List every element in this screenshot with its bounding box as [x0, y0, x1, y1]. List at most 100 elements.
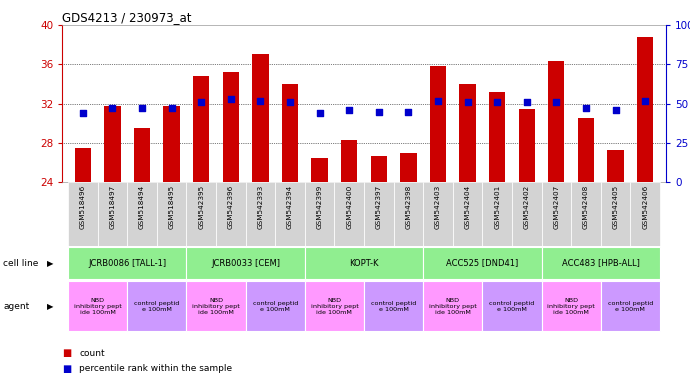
Bar [393, 182, 423, 246]
Bar [607, 150, 624, 182]
Text: GSM542403: GSM542403 [435, 184, 441, 228]
Text: control peptid
e 100mM: control peptid e 100mM [371, 301, 416, 312]
Bar [637, 37, 653, 182]
Point [344, 107, 355, 113]
Bar [68, 182, 97, 246]
Text: JCRB0086 [TALL-1]: JCRB0086 [TALL-1] [88, 258, 166, 268]
Text: GSM518496: GSM518496 [80, 184, 86, 228]
Text: GSM542402: GSM542402 [524, 184, 530, 228]
Text: GSM542405: GSM542405 [613, 184, 618, 228]
Point [640, 98, 651, 104]
Bar [253, 55, 268, 182]
Point [196, 99, 207, 105]
Bar [364, 182, 393, 246]
Bar [482, 281, 542, 331]
Text: NBD
inhibitory pept
ide 100mM: NBD inhibitory pept ide 100mM [547, 298, 595, 314]
Bar [186, 182, 216, 246]
Text: NBD
inhibitory pept
ide 100mM: NBD inhibitory pept ide 100mM [429, 298, 477, 314]
Point [492, 99, 503, 105]
Bar [246, 281, 305, 331]
Point [314, 110, 325, 116]
Bar [127, 281, 186, 331]
Point [137, 105, 148, 111]
Text: control peptid
e 100mM: control peptid e 100mM [134, 301, 179, 312]
Bar [371, 156, 387, 182]
Bar [305, 281, 364, 331]
Bar [282, 84, 298, 182]
Bar [460, 84, 475, 182]
Bar [275, 182, 305, 246]
Text: GSM518497: GSM518497 [110, 184, 115, 228]
Text: NBD
inhibitory pept
ide 100mM: NBD inhibitory pept ide 100mM [310, 298, 358, 314]
Bar [97, 182, 127, 246]
Text: ▶: ▶ [47, 302, 53, 311]
Bar [519, 109, 535, 182]
Bar [186, 281, 246, 331]
Text: NBD
inhibitory pept
ide 100mM: NBD inhibitory pept ide 100mM [192, 298, 240, 314]
Text: GSM542408: GSM542408 [583, 184, 589, 228]
Bar [341, 140, 357, 182]
Text: ACC483 [HPB-ALL]: ACC483 [HPB-ALL] [562, 258, 640, 268]
Bar [223, 72, 239, 182]
Bar [542, 281, 601, 331]
Bar [400, 153, 417, 182]
Text: KOPT-K: KOPT-K [349, 258, 379, 268]
Text: GSM542398: GSM542398 [405, 184, 411, 228]
Point [521, 99, 532, 105]
Bar [601, 281, 660, 331]
Bar [601, 182, 631, 246]
Point [166, 105, 177, 111]
Bar [68, 281, 127, 331]
Text: GSM518495: GSM518495 [168, 184, 175, 228]
Bar [364, 281, 423, 331]
Text: GSM542400: GSM542400 [346, 184, 352, 228]
Text: GSM542404: GSM542404 [464, 184, 471, 228]
Bar [489, 92, 505, 182]
Bar [68, 247, 186, 279]
Bar [186, 247, 305, 279]
Bar [75, 148, 91, 182]
Text: GSM542401: GSM542401 [494, 184, 500, 228]
Point [284, 99, 295, 105]
Bar [104, 106, 121, 182]
Text: control peptid
e 100mM: control peptid e 100mM [489, 301, 535, 312]
Bar [430, 66, 446, 182]
Text: JCRB0033 [CEM]: JCRB0033 [CEM] [211, 258, 280, 268]
Bar [193, 76, 209, 182]
Bar [542, 247, 660, 279]
Text: cell line: cell line [3, 258, 39, 268]
Text: GSM518494: GSM518494 [139, 184, 145, 228]
Text: GSM542406: GSM542406 [642, 184, 648, 228]
Bar [164, 106, 179, 182]
Point [403, 108, 414, 114]
Text: ■: ■ [62, 348, 71, 358]
Text: agent: agent [3, 302, 30, 311]
Bar [482, 182, 512, 246]
Point [255, 98, 266, 104]
Text: ACC525 [DND41]: ACC525 [DND41] [446, 258, 518, 268]
Point [551, 99, 562, 105]
Bar [512, 182, 542, 246]
Bar [305, 247, 423, 279]
Bar [549, 61, 564, 182]
Bar [571, 182, 601, 246]
Bar [157, 182, 186, 246]
Text: ▶: ▶ [47, 258, 53, 268]
Bar [578, 118, 594, 182]
Bar [335, 182, 364, 246]
Point [225, 96, 236, 102]
Text: percentile rank within the sample: percentile rank within the sample [79, 364, 233, 373]
Bar [246, 182, 275, 246]
Bar [134, 128, 150, 182]
Text: GSM542397: GSM542397 [376, 184, 382, 228]
Text: NBD
inhibitory pept
ide 100mM: NBD inhibitory pept ide 100mM [74, 298, 121, 314]
Text: GSM542394: GSM542394 [287, 184, 293, 228]
Bar [542, 182, 571, 246]
Text: count: count [79, 349, 105, 358]
Point [433, 98, 444, 104]
Bar [127, 182, 157, 246]
Bar [423, 182, 453, 246]
Point [373, 108, 384, 114]
Bar [453, 182, 482, 246]
Text: GSM542396: GSM542396 [228, 184, 234, 228]
